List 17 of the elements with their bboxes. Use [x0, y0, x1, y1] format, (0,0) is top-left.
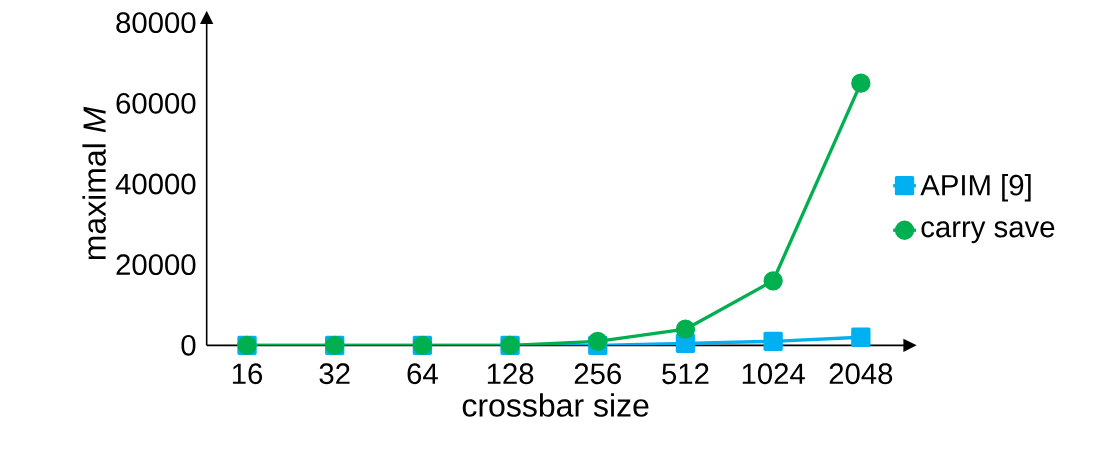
x-tick-label: 32 [319, 363, 350, 384]
x-tick-label: 128 [487, 363, 534, 384]
y-tick-label: 40000 [115, 173, 196, 195]
x-tick-label: 16 [232, 363, 263, 384]
legend-label: carry save [921, 221, 1055, 244]
x-tick-label: 256 [574, 363, 621, 384]
legend-label: APIM [9] [920, 173, 1031, 202]
y-tick-label: 0 [181, 334, 196, 356]
y-tick-label: 80000 [116, 12, 196, 33]
y-axis-title: maximal M [82, 106, 106, 260]
x-tick-label: 512 [662, 363, 709, 384]
x-tick-label: 64 [407, 363, 438, 384]
y-tick-label: 60000 [116, 92, 196, 114]
x-tick-label: 1024 [742, 363, 805, 384]
y-tick-label: 20000 [116, 254, 196, 275]
x-tick-label: 2048 [829, 363, 893, 384]
x-axis-title: crossbar size [462, 393, 649, 417]
